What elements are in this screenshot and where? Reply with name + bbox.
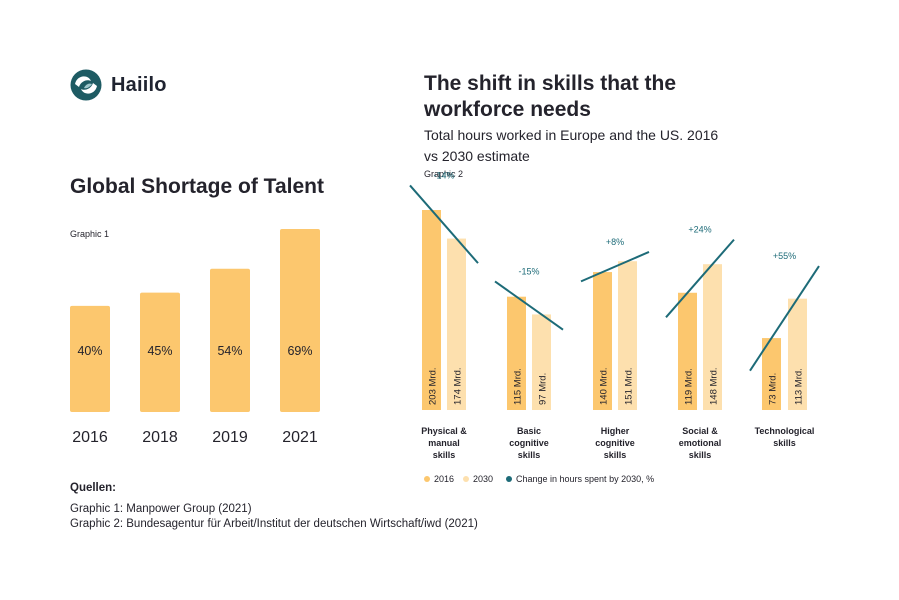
source-line-2: Graphic 2: Bundesagentur für Arbeit/Inst… xyxy=(70,518,478,530)
shortage-value-label: 45% xyxy=(147,344,172,358)
shortage-year-label: 2016 xyxy=(72,429,108,446)
left-chart-graphic-label: Graphic 1 xyxy=(70,229,110,239)
skills-bar-2016 xyxy=(422,210,441,410)
skills-category-label: skills xyxy=(433,450,456,460)
legend-change-marker xyxy=(506,476,512,482)
skills-bar-2030 xyxy=(618,261,637,410)
skills-category-label: manual xyxy=(428,438,460,448)
skills-value-label-2030: 97 Mrd. xyxy=(538,373,549,405)
shortage-bar-2019 xyxy=(210,268,250,412)
skills-change-label: +24% xyxy=(688,225,711,235)
skills-value-label-2016: 119 Mrd. xyxy=(684,368,695,405)
skills-bar-2030 xyxy=(532,314,551,410)
shortage-bar-2021 xyxy=(280,229,320,412)
right-chart-title: The shift in skills that the workforce n… xyxy=(424,72,677,121)
skills-category-label: cognitive xyxy=(595,438,635,448)
shortage-bar-2016 xyxy=(70,305,110,412)
right-chart-subtitle: Total hours worked in Europe and the US.… xyxy=(424,127,719,164)
skills-change-label: -15% xyxy=(518,266,539,276)
skills-category-label: Technological xyxy=(755,426,815,436)
sources-heading: Quellen: xyxy=(70,482,117,494)
skills-value-label-2030: 148 Mrd. xyxy=(709,368,720,406)
sources-block: Quellen: Graphic 1: Manpower Group (2021… xyxy=(70,481,478,532)
skills-bar-2030 xyxy=(788,298,807,410)
skills-category-label: Social & xyxy=(682,426,718,436)
skills-change-line xyxy=(665,238,735,318)
skills-bar-2030 xyxy=(703,264,722,410)
skills-category-label: emotional xyxy=(679,438,722,448)
skills-category-label: Basic xyxy=(517,426,541,436)
skills-change-line xyxy=(494,280,564,331)
skills-bar-2016 xyxy=(593,272,612,410)
right-chart-graphic-label: Graphic 2 xyxy=(424,169,464,179)
skills-change-line xyxy=(580,250,650,283)
skills-category-label: skills xyxy=(518,450,541,460)
skills-bar-2016 xyxy=(678,292,697,410)
left-chart-title: Global Shortage of Talent xyxy=(70,175,324,198)
skills-bar-2016 xyxy=(507,296,526,410)
skills-change-line xyxy=(749,265,820,372)
skills-change-label: +8% xyxy=(606,237,624,247)
shortage-value-label: 69% xyxy=(287,344,312,358)
skills-category-label: skills xyxy=(773,438,796,448)
shortage-year-label: 2021 xyxy=(282,429,318,446)
skills-change-line xyxy=(409,184,479,264)
legend-2030-label: 2030 xyxy=(473,474,493,484)
haiilo-logo: Haiilo xyxy=(70,69,167,101)
skills-category-label: Physical & xyxy=(421,426,467,436)
shortage-value-label: 40% xyxy=(77,344,102,358)
skills-value-label-2030: 174 Mrd. xyxy=(453,368,464,406)
skills-value-label-2016: 203 Mrd. xyxy=(428,368,439,406)
shortage-year-label: 2019 xyxy=(212,429,248,446)
skills-category-label: skills xyxy=(689,450,712,460)
brand-name: Haiilo xyxy=(111,73,167,96)
skills-value-label-2016: 140 Mrd. xyxy=(599,368,610,406)
skills-change-label: +55% xyxy=(773,251,796,261)
skills-value-label-2030: 113 Mrd. xyxy=(794,368,805,405)
skills-bar-2016 xyxy=(762,338,781,410)
legend-2016-marker xyxy=(424,476,430,482)
skills-bar-2030 xyxy=(447,238,466,410)
skills-value-label-2016: 73 Mrd. xyxy=(768,373,779,405)
skills-change-label: -14% xyxy=(433,170,454,180)
source-line-1: Graphic 1: Manpower Group (2021) xyxy=(70,503,252,515)
skills-value-label-2016: 115 Mrd. xyxy=(513,368,524,405)
legend-2016-label: 2016 xyxy=(434,474,454,484)
skills-category-label: cognitive xyxy=(509,438,549,448)
skills-category-label: Higher xyxy=(601,426,630,436)
legend-2030-marker xyxy=(463,476,469,482)
haiilo-logo-icon xyxy=(70,69,102,101)
shortage-bar-2018 xyxy=(140,292,180,412)
shortage-value-label: 54% xyxy=(217,344,242,358)
skills-category-label: skills xyxy=(604,450,627,460)
skills-value-label-2030: 151 Mrd. xyxy=(624,368,635,406)
legend-change-label: Change in hours spent by 2030, % xyxy=(516,474,654,484)
shortage-year-label: 2018 xyxy=(142,429,178,446)
